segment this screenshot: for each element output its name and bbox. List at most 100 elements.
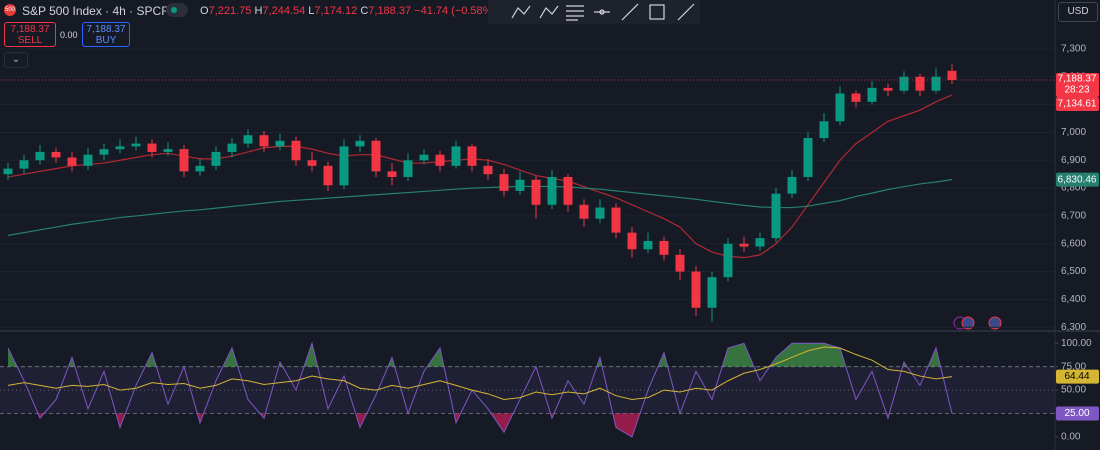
- candle-body: [563, 176, 573, 205]
- candle-body: [723, 243, 733, 278]
- candle-body: [835, 93, 845, 122]
- y-tick-label: 6,800: [1061, 183, 1086, 194]
- c-value: 7,188.37: [368, 5, 412, 17]
- ma-tag: 6,830.46: [1058, 174, 1097, 185]
- y-tick-label: 7,300: [1061, 44, 1086, 55]
- candle-body: [947, 70, 957, 81]
- candle-body: [611, 207, 621, 233]
- y-tick-label: 75.00: [1061, 361, 1086, 372]
- c-key: C: [360, 5, 369, 17]
- oversold-fill: [38, 413, 890, 437]
- candle-body: [899, 76, 909, 91]
- band-fill: [0, 366, 1055, 414]
- sell-price: 7,188.37: [10, 24, 50, 35]
- tool-fib[interactable]: [566, 5, 584, 21]
- candle-body: [211, 151, 221, 166]
- candle-body: [467, 146, 477, 166]
- candle-body: [19, 160, 29, 169]
- y-tick-label: 0.00: [1061, 432, 1081, 443]
- candle-body: [163, 149, 173, 152]
- candle-body: [451, 146, 461, 166]
- candle-body: [67, 157, 77, 166]
- status-pill: [166, 3, 188, 17]
- tool-trend[interactable]: [621, 3, 639, 21]
- y-tick-label: 6,400: [1061, 294, 1086, 305]
- candle-body: [691, 271, 701, 308]
- candle-body: [179, 149, 189, 172]
- candle-body: [227, 143, 237, 152]
- collapse-button[interactable]: ⌄: [4, 52, 28, 68]
- buy-label: BUY: [95, 35, 117, 46]
- candle-body: [531, 179, 541, 205]
- candle-body: [643, 240, 653, 250]
- l-key: L: [308, 5, 315, 17]
- y-tick-label: 6,900: [1061, 155, 1086, 166]
- candle-body: [931, 76, 941, 91]
- symbol-badge: 500: [4, 4, 16, 16]
- toolbar-icons: [511, 3, 695, 21]
- candle-body: [275, 140, 285, 147]
- candle-body: [259, 135, 269, 147]
- candle-body: [579, 204, 589, 219]
- buy-price: 7,188.37: [86, 24, 126, 35]
- candle-body: [739, 243, 749, 247]
- last-price-label: 7,188.37: [1058, 74, 1097, 85]
- candle-body: [659, 240, 669, 255]
- sell-button[interactable]: 7,188.37 SELL: [4, 22, 56, 47]
- ma-tag-bg: [1056, 97, 1099, 112]
- y-tick-label: 100.00: [1061, 338, 1092, 349]
- candle-body: [771, 193, 781, 239]
- tool-ray[interactable]: [677, 3, 695, 21]
- l-value: 7,174.12: [314, 5, 358, 17]
- candle-body: [195, 165, 205, 172]
- candle-body: [483, 165, 493, 175]
- oscillator-tag-bg: [1056, 369, 1099, 384]
- currency-selector[interactable]: USD: [1058, 2, 1098, 22]
- candle-body: [803, 138, 813, 177]
- change: −41.74 (−0.58%): [414, 5, 497, 17]
- y-tick-label: 7,000: [1061, 127, 1086, 138]
- candle-body: [131, 143, 141, 147]
- candle-body: [147, 143, 157, 152]
- drawing-toolbar: [488, 0, 700, 24]
- moving-average: [7, 94, 953, 259]
- ma-tag: 7,134.61: [1058, 99, 1097, 110]
- tool-hline-dot: [599, 9, 605, 15]
- candle-body: [387, 171, 397, 177]
- candle-body: [243, 135, 253, 144]
- candle-body: [403, 160, 413, 177]
- candle-body: [627, 232, 637, 250]
- candle-body: [851, 93, 861, 102]
- moving-average: [7, 179, 953, 236]
- y-tick-label: 50.00: [1061, 385, 1086, 396]
- candle-body: [291, 140, 301, 161]
- candle-body: [339, 146, 349, 186]
- oscillator-tag: 25.00: [1064, 408, 1089, 419]
- y-tick-label: 6,700: [1061, 211, 1086, 222]
- tool-xabcd[interactable]: [511, 5, 531, 19]
- oscillator-tag: 64.44: [1064, 371, 1089, 382]
- candle-body: [499, 174, 509, 191]
- candle-body: [35, 151, 45, 161]
- symbol-title[interactable]: S&P 500 Index · 4h · SPCFD: [22, 4, 178, 18]
- candle-body: [707, 277, 717, 308]
- last-price-bg: [1056, 73, 1099, 98]
- buy-button[interactable]: 7,188.37 BUY: [82, 22, 130, 47]
- tool-rect[interactable]: [649, 4, 665, 20]
- tool-abcd[interactable]: [539, 5, 559, 19]
- candle-body: [819, 121, 829, 139]
- candle-body: [83, 154, 93, 166]
- candle-body: [419, 154, 429, 161]
- oscillator-line: [7, 341, 953, 438]
- candle-body: [51, 151, 61, 158]
- o-key: O: [200, 5, 209, 17]
- flag-icon[interactable]: [961, 316, 975, 330]
- candle-body: [307, 160, 317, 166]
- candle-body: [915, 76, 925, 91]
- h-key: H: [254, 5, 263, 17]
- candle-body: [883, 87, 893, 91]
- candle-body: [595, 207, 605, 219]
- flag-icon[interactable]: [988, 316, 1002, 330]
- h-value: 7,244.54: [262, 5, 306, 17]
